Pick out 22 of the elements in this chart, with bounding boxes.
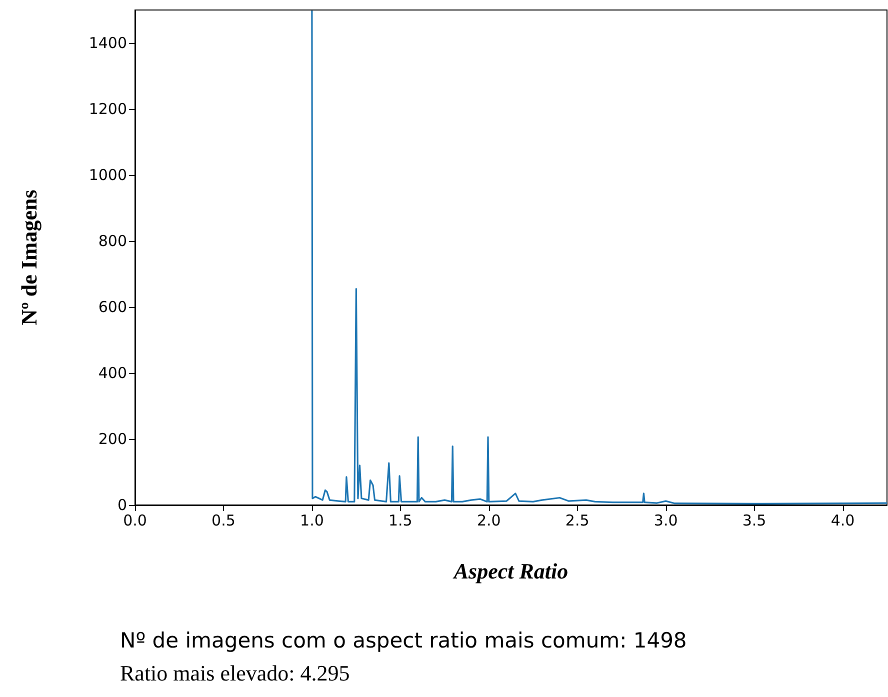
x-tick-label: 0.0	[123, 512, 147, 530]
x-tick-label: 3.5	[742, 512, 766, 530]
y-tick-label: 400	[98, 364, 127, 382]
y-tick-label: 1200	[88, 100, 127, 118]
y-tick-label: 0	[117, 496, 127, 514]
x-tick-label: 4.0	[830, 512, 855, 530]
y-tick-label: 1400	[88, 34, 127, 52]
text: Nº de imagens com o aspect ratio mais comum: 1498	[120, 628, 687, 652]
y-tick-label: 800	[98, 232, 127, 250]
x-tick-label: 2.0	[476, 512, 501, 530]
x-tick-label: 1.0	[300, 512, 324, 530]
text: Ratio mais elevado: 4.295	[120, 660, 350, 686]
y-tick-label: 1000	[88, 166, 127, 184]
x-tick-label: 2.5	[565, 512, 590, 530]
x-tick-label: 3.0	[654, 512, 678, 530]
y-tick-label: 200	[98, 430, 127, 448]
x-axis-title: Aspect Ratio	[452, 558, 568, 584]
y-axis-title: Nº de Imagens	[16, 189, 42, 326]
x-tick-label: 1.5	[388, 512, 412, 530]
x-tick-label: 0.5	[212, 512, 236, 530]
line-series	[311, 10, 888, 504]
y-tick-label: 600	[98, 298, 127, 316]
